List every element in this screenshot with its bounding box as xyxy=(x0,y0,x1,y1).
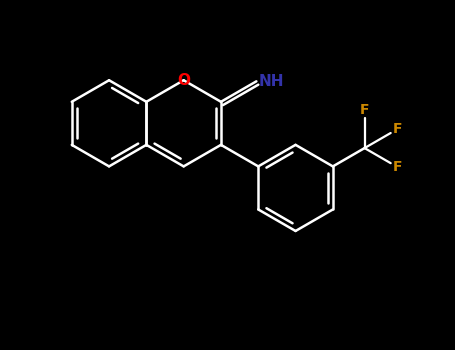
Text: F: F xyxy=(393,122,402,136)
Text: O: O xyxy=(177,73,190,88)
Text: NH: NH xyxy=(258,74,284,89)
Text: F: F xyxy=(393,160,402,174)
Text: F: F xyxy=(360,103,369,117)
